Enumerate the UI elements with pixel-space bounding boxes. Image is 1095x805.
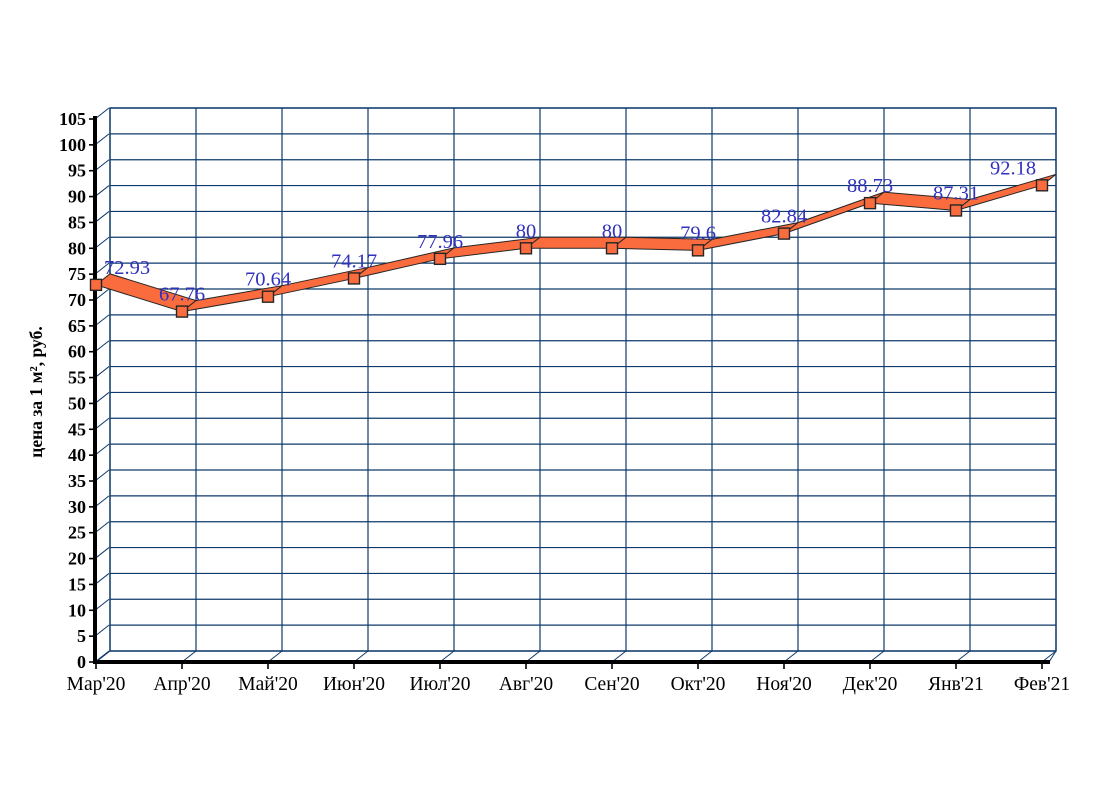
y-tick-label: 35 xyxy=(68,471,86,491)
x-tick-label: Окт'20 xyxy=(671,674,726,695)
data-point-marker xyxy=(949,204,963,217)
y-tick-label: 25 xyxy=(68,523,86,543)
y-depth-tick xyxy=(94,288,110,301)
data-label: 92.18 xyxy=(990,157,1036,179)
ribbon-segment xyxy=(955,173,1057,211)
data-label: 82.84 xyxy=(761,206,807,228)
y-tick-label: 70 xyxy=(68,290,86,310)
y-tick-label: 50 xyxy=(68,393,86,413)
y-tick-label: 30 xyxy=(68,497,86,517)
y-tick-label: 80 xyxy=(68,238,86,258)
y-axis-title: цена за 1 м², руб. xyxy=(26,326,46,457)
data-labels: 72.93 67.76 70.64 74.17 77.96 80 80 79.6 82.84 88… xyxy=(104,157,1036,305)
x-tick-label: Фев'21 xyxy=(1014,674,1070,695)
y-depth-tick xyxy=(94,598,110,611)
y-tick-label: 85 xyxy=(68,212,86,232)
y-depth-tick xyxy=(94,547,110,559)
data-label: 79.6 xyxy=(680,222,716,244)
y-tick-label: 40 xyxy=(68,445,86,465)
data-point-marker xyxy=(261,290,275,303)
data-point-marker xyxy=(863,196,877,210)
y-tick-label: 45 xyxy=(68,419,86,439)
y-tick-label: 5 xyxy=(77,626,86,646)
y-tick-label: 65 xyxy=(68,316,86,336)
axis-tick-labels: 0 5 10 15 20 25 30 35 40 45 50 55 60 65 70 75 80 85 90 95 10… xyxy=(26,109,1070,695)
data-label: 72.93 xyxy=(104,257,150,279)
data-label: 80 xyxy=(516,220,537,242)
y-depth-tick xyxy=(94,159,110,172)
x-depth-tick-end xyxy=(1048,650,1057,663)
y-depth-tick xyxy=(94,521,110,534)
data-point-marker xyxy=(347,272,361,285)
y-tick-label: 75 xyxy=(68,264,86,284)
y-depth-tick xyxy=(94,366,110,378)
x-tick-label: Май'20 xyxy=(238,674,297,695)
y-tick-label: 0 xyxy=(77,652,86,672)
data-label: 67.76 xyxy=(159,284,205,306)
data-point-marker xyxy=(519,242,533,255)
y-depth-tick xyxy=(94,340,110,353)
y-depth-tick xyxy=(94,314,110,327)
data-point-marker xyxy=(433,252,447,266)
data-point-marker xyxy=(691,244,705,257)
y-depth-tick xyxy=(94,392,110,404)
y-tick-label: 100 xyxy=(59,135,86,155)
y-depth-tick xyxy=(94,262,110,275)
y-tick-label: 20 xyxy=(68,549,86,569)
plot-wall xyxy=(109,107,1057,652)
price-series-ribbon xyxy=(94,173,1057,313)
x-tick-label: Мар'20 xyxy=(67,674,126,695)
data-label: 77.96 xyxy=(417,231,463,253)
plot-wall-border xyxy=(109,107,1057,652)
y-depth-tick xyxy=(94,469,110,482)
data-label: 80 xyxy=(602,220,623,242)
y-depth-tick xyxy=(94,495,110,508)
x-tick-label: Сен'20 xyxy=(584,674,639,695)
data-point-markers xyxy=(89,179,1049,318)
data-label: 74.17 xyxy=(331,250,377,272)
y-depth-tick xyxy=(94,443,110,456)
y-tick-label: 10 xyxy=(68,600,86,620)
x-tick-label: Июл'20 xyxy=(410,674,471,695)
data-point-marker xyxy=(89,278,103,292)
data-label: 87.31 xyxy=(933,182,979,204)
y-tick-label: 95 xyxy=(68,161,86,181)
data-point-marker xyxy=(175,305,189,318)
y-depth-tick xyxy=(94,573,110,585)
y-depth-tick xyxy=(94,133,110,146)
data-point-marker xyxy=(605,242,619,255)
y-tick-label: 15 xyxy=(68,574,86,594)
data-label: 70.64 xyxy=(245,269,291,291)
data-point-marker xyxy=(777,227,791,240)
x-tick-label: Июн'20 xyxy=(323,674,385,695)
x-tick-label: Янв'21 xyxy=(928,674,984,695)
y-depth-tick xyxy=(94,624,110,637)
axis-depth-ticks xyxy=(94,107,1057,663)
y-tick-label: 90 xyxy=(68,187,86,207)
y-depth-tick xyxy=(94,185,110,197)
y-depth-tick xyxy=(94,107,110,120)
x-tick-label: Апр'20 xyxy=(153,674,210,695)
y-depth-tick xyxy=(94,211,110,223)
y-tick-label: 55 xyxy=(68,368,86,388)
x-tick-label: Авг'20 xyxy=(499,674,553,695)
y-depth-tick xyxy=(94,236,110,249)
x-tick-label: Дек'20 xyxy=(843,674,898,695)
y-tick-label: 105 xyxy=(59,109,86,129)
grid-lines xyxy=(109,107,1057,652)
x-tick-label: Ноя'20 xyxy=(756,674,811,695)
axes xyxy=(89,116,1050,669)
y-tick-label: 60 xyxy=(68,342,86,362)
data-label: 88.73 xyxy=(847,175,893,197)
data-point-marker xyxy=(1035,179,1049,192)
y-depth-tick xyxy=(94,417,110,430)
